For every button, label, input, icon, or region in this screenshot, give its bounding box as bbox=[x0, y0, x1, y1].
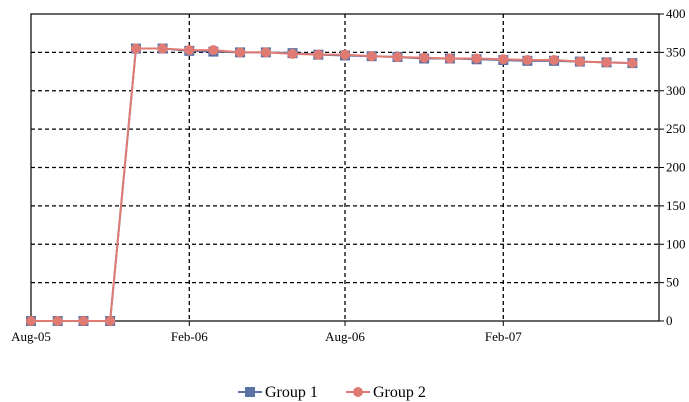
data-point bbox=[287, 48, 298, 59]
series-2 bbox=[26, 43, 638, 326]
data-point bbox=[26, 316, 36, 326]
y-tick-label: 50 bbox=[666, 275, 679, 290]
data-point bbox=[498, 54, 509, 65]
data-point bbox=[130, 43, 141, 54]
data-point bbox=[444, 53, 455, 64]
data-point bbox=[471, 53, 482, 64]
series-1 bbox=[26, 43, 638, 326]
y-tick-label: 150 bbox=[666, 198, 686, 213]
data-point bbox=[627, 58, 638, 69]
y-tick-label: 0 bbox=[666, 313, 673, 328]
x-tick-label: Aug-06 bbox=[325, 329, 365, 344]
y-tick-label: 400 bbox=[666, 6, 686, 21]
y-tick-label: 300 bbox=[666, 83, 686, 98]
data-point bbox=[340, 49, 350, 60]
data-point bbox=[208, 45, 219, 56]
legend-label: Group 2 bbox=[373, 384, 426, 401]
x-tick-label: Feb-06 bbox=[171, 329, 208, 344]
data-point bbox=[392, 51, 403, 62]
series-line bbox=[31, 47, 633, 322]
data-point bbox=[522, 55, 533, 66]
data-point bbox=[157, 43, 168, 54]
series-layer bbox=[26, 43, 638, 326]
data-point bbox=[260, 47, 271, 58]
legend-marker bbox=[245, 387, 255, 397]
x-tick-label: Aug-05 bbox=[11, 329, 51, 344]
legend-entry-2: Group 2 bbox=[346, 384, 426, 401]
y-axis: 0 50 100 150 200 250 300 350 400 bbox=[659, 6, 686, 328]
y-tick-label: 200 bbox=[666, 160, 686, 175]
y-tick-label: 100 bbox=[666, 236, 686, 251]
data-point bbox=[313, 49, 324, 60]
data-point bbox=[574, 56, 585, 67]
series-line bbox=[31, 47, 633, 322]
data-point bbox=[184, 45, 195, 56]
data-point bbox=[105, 316, 116, 326]
legend: Group 1 Group 2 bbox=[238, 384, 426, 401]
data-point bbox=[366, 51, 377, 62]
y-tick-label: 350 bbox=[666, 44, 686, 59]
x-tick-label: Feb-07 bbox=[485, 329, 522, 344]
data-point bbox=[235, 47, 246, 58]
data-point bbox=[419, 52, 430, 63]
grid bbox=[31, 14, 659, 321]
data-point bbox=[549, 55, 560, 66]
legend-label: Group 1 bbox=[265, 384, 318, 401]
legend-marker bbox=[353, 387, 363, 397]
data-point bbox=[601, 57, 612, 68]
y-tick-label: 250 bbox=[666, 121, 686, 136]
data-point bbox=[52, 316, 63, 326]
legend-entry-1: Group 1 bbox=[238, 384, 318, 401]
data-point bbox=[78, 316, 89, 326]
